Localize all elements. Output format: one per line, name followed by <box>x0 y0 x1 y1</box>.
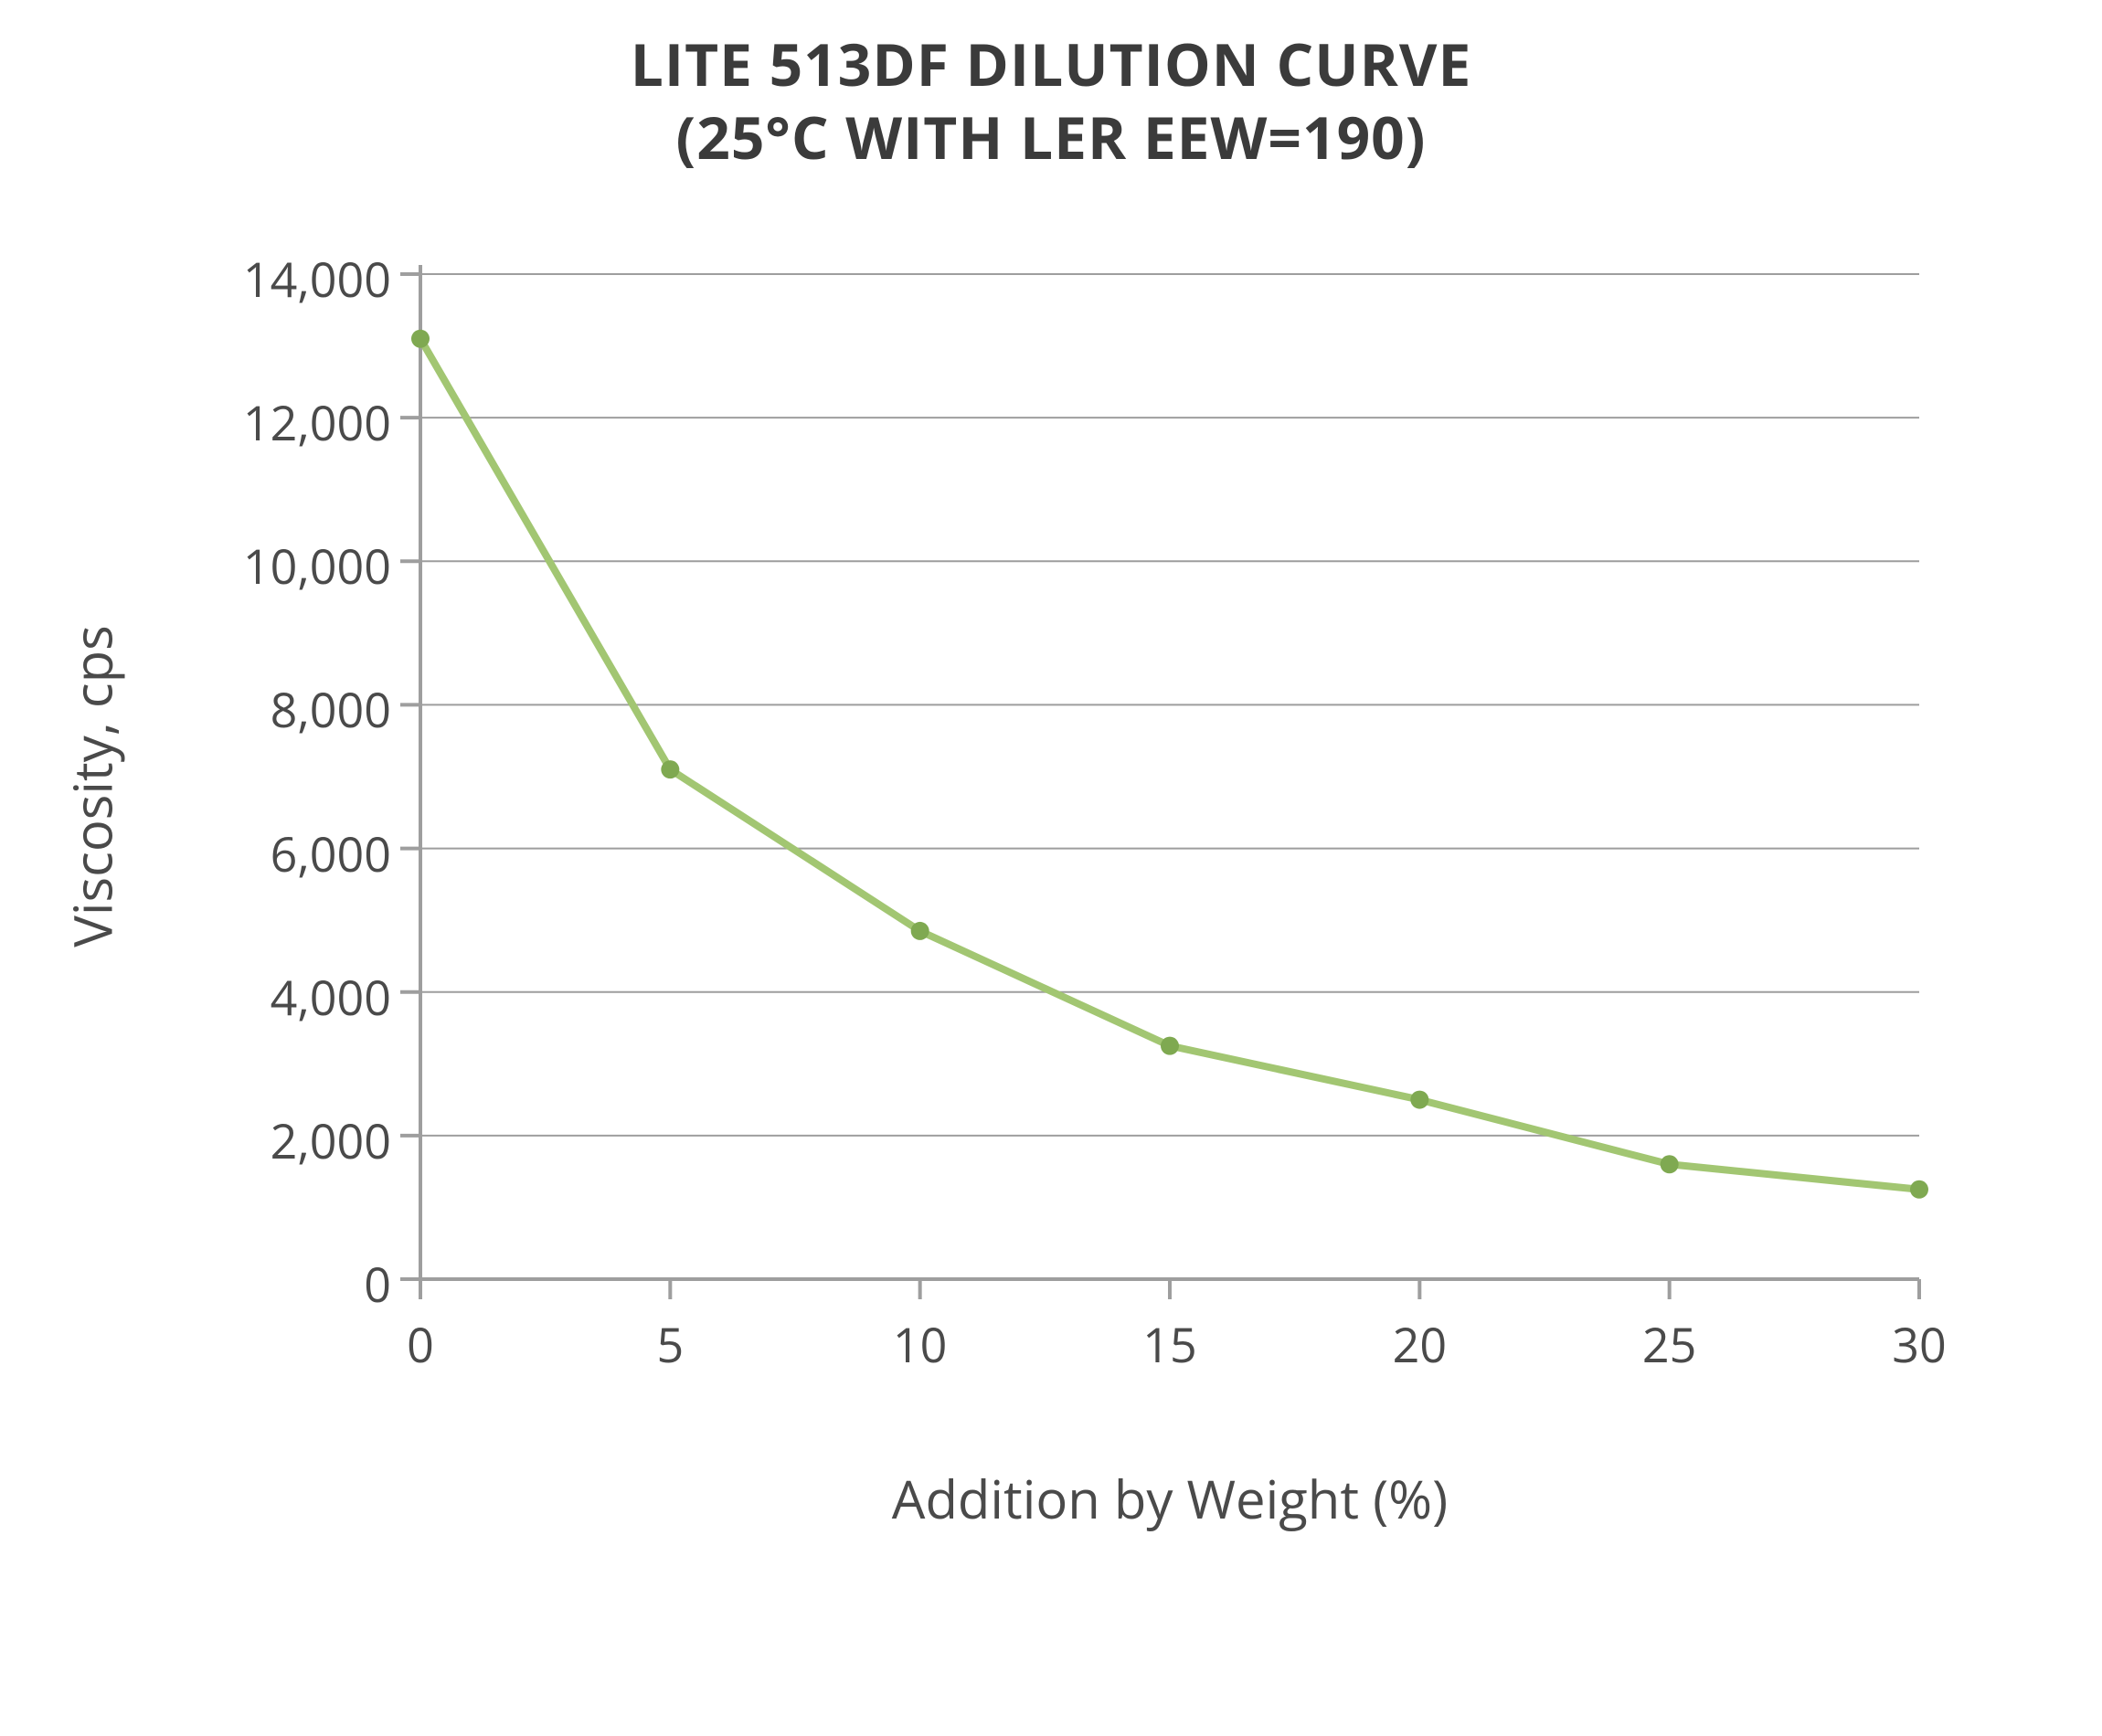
x-tick-label: 20 <box>1364 1312 1474 1377</box>
x-tick-label: 0 <box>366 1312 475 1377</box>
y-tick-label: 4,000 <box>199 965 391 1030</box>
y-tick-label: 14,000 <box>199 247 391 312</box>
dilution-curve-chart: LITE 513DF DILUTION CURVE (25°C WITH LER… <box>0 0 2102 1736</box>
y-tick-label: 2,000 <box>199 1108 391 1173</box>
y-tick-label: 10,000 <box>199 534 391 598</box>
y-tick-label: 6,000 <box>199 821 391 886</box>
x-tick-label: 25 <box>1615 1312 1725 1377</box>
y-tick-label: 8,000 <box>199 677 391 742</box>
x-tick-label: 30 <box>1864 1312 1974 1377</box>
x-tick-label: 5 <box>615 1312 725 1377</box>
x-tick-label: 15 <box>1115 1312 1225 1377</box>
x-tick-label: 10 <box>865 1312 975 1377</box>
y-tick-label: 12,000 <box>199 390 391 455</box>
y-tick-label: 0 <box>199 1252 391 1317</box>
